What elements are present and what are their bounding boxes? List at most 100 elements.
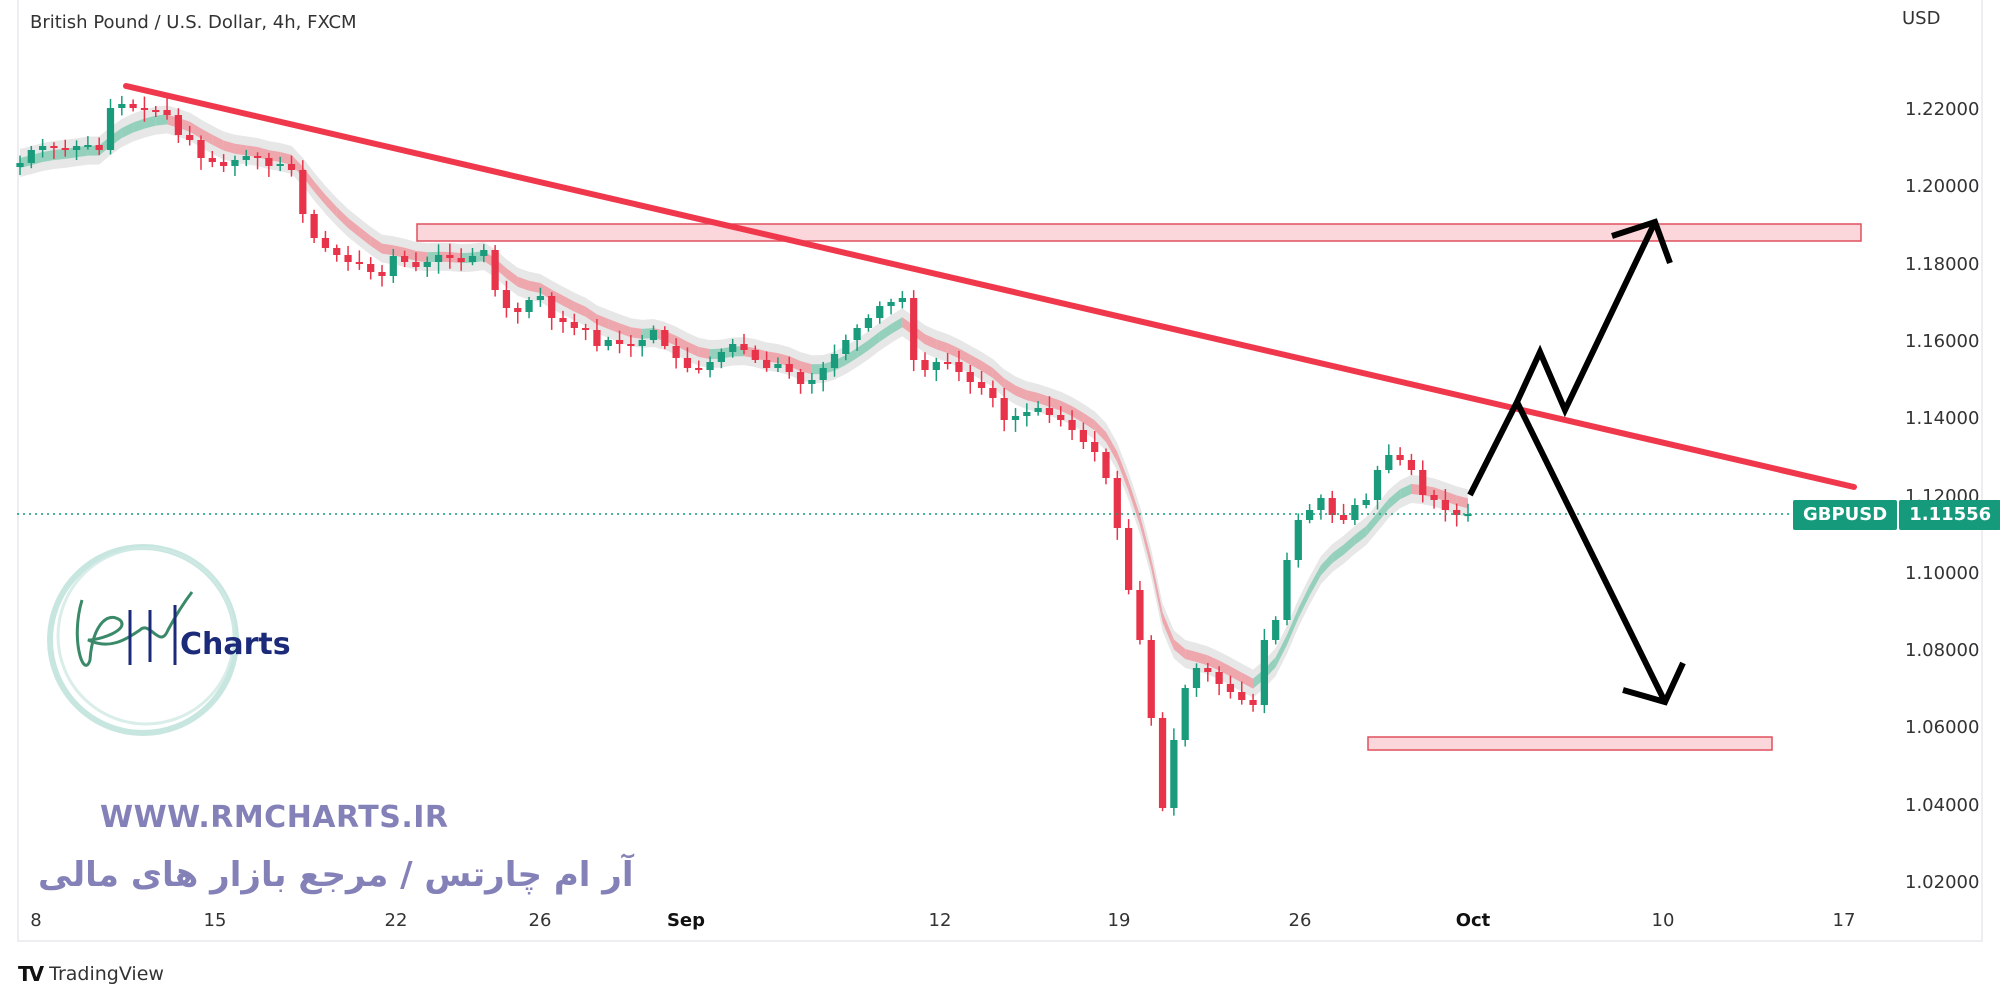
candle bbox=[842, 340, 850, 354]
candle bbox=[1204, 668, 1212, 672]
candle bbox=[299, 170, 307, 214]
candle bbox=[1068, 420, 1076, 430]
candle bbox=[683, 358, 692, 368]
price-tick: 1.20000 bbox=[1905, 176, 1980, 198]
candle bbox=[163, 110, 171, 115]
candle bbox=[186, 135, 194, 140]
candle bbox=[819, 368, 827, 380]
support-zone[interactable] bbox=[1367, 736, 1773, 751]
candle bbox=[468, 256, 477, 262]
candle bbox=[559, 318, 567, 322]
candle bbox=[106, 108, 115, 150]
time-tick: 26 bbox=[1288, 910, 1312, 931]
candle bbox=[898, 298, 906, 302]
candle bbox=[95, 145, 103, 150]
candle bbox=[1192, 668, 1201, 688]
time-tick: 17 bbox=[1832, 910, 1856, 931]
candle bbox=[955, 362, 963, 372]
candle bbox=[1294, 520, 1302, 560]
candle bbox=[1113, 478, 1121, 528]
candle bbox=[1385, 455, 1393, 470]
candle bbox=[672, 346, 680, 358]
candle bbox=[1000, 398, 1008, 420]
last-price-value: 1.11556 bbox=[1899, 500, 2000, 530]
candle bbox=[129, 104, 137, 108]
rmcharts-logo: Charts bbox=[47, 544, 291, 736]
price-tick: 1.08000 bbox=[1905, 640, 1980, 662]
candle bbox=[1373, 470, 1382, 500]
candle bbox=[1317, 498, 1325, 510]
candle bbox=[548, 296, 556, 318]
candle bbox=[864, 318, 873, 328]
candle bbox=[16, 163, 24, 167]
candle bbox=[253, 156, 262, 158]
time-tick: Sep bbox=[666, 910, 706, 931]
candle bbox=[321, 238, 330, 248]
tradingview-label: TradingView bbox=[49, 963, 164, 985]
chart-frame[interactable] bbox=[17, 0, 1983, 942]
bullish-projection-arrow[interactable] bbox=[1467, 218, 1673, 497]
time-tick: 22 bbox=[384, 910, 408, 931]
candle bbox=[265, 158, 273, 166]
candle bbox=[661, 330, 669, 346]
candle bbox=[932, 362, 940, 370]
candle bbox=[751, 350, 759, 360]
candle bbox=[208, 158, 216, 162]
candle bbox=[1091, 442, 1099, 452]
symbol-label: GBPUSD bbox=[1793, 500, 1898, 530]
candle bbox=[921, 360, 929, 370]
candle bbox=[910, 298, 918, 360]
candle bbox=[220, 162, 228, 166]
candle bbox=[649, 330, 658, 340]
candle bbox=[287, 164, 296, 170]
time-tick: 19 bbox=[1107, 910, 1131, 931]
candle bbox=[1272, 620, 1280, 640]
candle bbox=[1045, 408, 1054, 415]
time-tick: 26 bbox=[528, 910, 552, 931]
last-price-badge: GBPUSD 1.11556 bbox=[1793, 500, 2000, 530]
candle bbox=[796, 372, 805, 384]
time-tick: 15 bbox=[203, 910, 227, 931]
candle bbox=[502, 290, 511, 308]
price-tick: 1.16000 bbox=[1905, 330, 1980, 352]
watermark-url: WWW.RMCHARTS.IR bbox=[100, 800, 449, 835]
candle bbox=[615, 340, 624, 344]
candle bbox=[774, 364, 782, 368]
bearish-projection-arrow[interactable] bbox=[1514, 400, 1686, 706]
chart-title: British Pound / U.S. Dollar, 4h, FXCM bbox=[30, 12, 357, 33]
candle bbox=[1215, 672, 1223, 684]
candle bbox=[582, 328, 590, 330]
tradingview-logo-icon: TV bbox=[18, 962, 44, 986]
candle bbox=[1125, 528, 1133, 590]
candle bbox=[118, 104, 126, 108]
candle bbox=[1079, 430, 1087, 442]
candle bbox=[706, 362, 714, 370]
candle bbox=[1419, 470, 1427, 495]
candle bbox=[740, 344, 748, 350]
candlesticks bbox=[16, 95, 1472, 816]
candle bbox=[1464, 514, 1472, 516]
candle bbox=[944, 362, 952, 364]
candle bbox=[887, 302, 895, 306]
candle bbox=[514, 308, 522, 312]
candle bbox=[434, 255, 443, 262]
candle bbox=[1147, 640, 1155, 718]
candle bbox=[808, 380, 816, 384]
descending-trendline[interactable] bbox=[123, 83, 1857, 490]
tradingview-branding[interactable]: TV TradingView bbox=[18, 962, 164, 986]
watermark-persian: آر ام چارتس / مرجع بازار های مالی bbox=[38, 855, 634, 895]
candle bbox=[152, 110, 160, 112]
ema-ribbon bbox=[20, 105, 1468, 698]
candle bbox=[84, 145, 92, 147]
candle bbox=[412, 262, 420, 267]
price-tick: 1.18000 bbox=[1905, 253, 1980, 275]
candle bbox=[1102, 452, 1110, 478]
candle bbox=[525, 300, 533, 312]
candle bbox=[1226, 684, 1235, 692]
candle bbox=[638, 340, 646, 346]
candle bbox=[627, 344, 635, 346]
candle bbox=[378, 272, 386, 276]
time-tick: 10 bbox=[1651, 910, 1675, 931]
candle bbox=[1181, 688, 1189, 740]
